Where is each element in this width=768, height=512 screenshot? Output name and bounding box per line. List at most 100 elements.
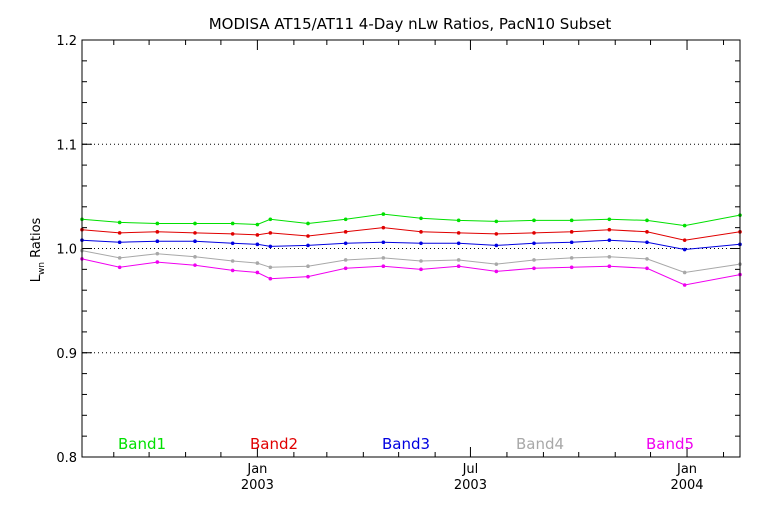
data-point: [306, 264, 310, 269]
y-axis-label-rest: Ratios: [29, 217, 44, 262]
data-point: [381, 240, 386, 245]
y-axis-label-sub: wn: [37, 262, 47, 275]
data-point: [569, 240, 574, 245]
y-tick-label: 1.1: [56, 138, 77, 153]
data-point: [645, 240, 649, 245]
data-point: [645, 266, 649, 271]
data-point: [155, 251, 160, 256]
data-point: [456, 231, 461, 235]
data-point: [569, 230, 574, 234]
data-point: [230, 259, 235, 263]
legend-item-band3: Band3: [382, 435, 430, 453]
data-point: [607, 264, 612, 269]
legend-item-band5: Band5: [646, 435, 694, 453]
x-tick-label-month: Jul: [462, 462, 479, 477]
data-point: [569, 265, 574, 270]
x-tick-label-year: 2004: [670, 478, 703, 493]
data-point: [456, 241, 461, 246]
data-point: [306, 243, 310, 248]
data-point: [682, 238, 687, 242]
data-point: [343, 230, 348, 234]
plot-area: 0.80.91.01.11.2Jan2003Jul2003Jan2004Band…: [56, 34, 742, 493]
data-point: [155, 260, 160, 264]
chart-title: MODISA AT15/AT11 4-Day nLw Ratios, PacN1…: [209, 15, 612, 33]
data-point: [682, 270, 687, 275]
data-point: [193, 263, 197, 267]
data-point: [645, 218, 649, 223]
data-point: [419, 267, 423, 272]
data-point: [532, 218, 536, 223]
data-point: [268, 276, 273, 281]
data-point: [155, 239, 160, 244]
data-point: [532, 241, 536, 246]
data-point: [268, 231, 273, 235]
data-point: [532, 266, 536, 271]
data-point: [268, 265, 273, 270]
data-point: [645, 257, 649, 261]
data-point: [682, 283, 687, 287]
x-tick-label-year: 2003: [241, 478, 274, 493]
data-point: [532, 258, 536, 262]
data-point: [381, 256, 386, 260]
data-point: [255, 242, 260, 247]
data-point: [155, 221, 160, 226]
y-tick-label: 0.9: [56, 347, 77, 362]
data-point: [607, 238, 612, 242]
data-point: [569, 256, 574, 260]
data-point: [419, 241, 423, 246]
data-point: [569, 218, 574, 223]
data-point: [607, 217, 612, 222]
y-axis-label: Lwn Ratios: [29, 217, 47, 282]
data-point: [494, 262, 499, 266]
data-point: [117, 240, 122, 245]
data-point: [682, 223, 687, 228]
data-point: [494, 269, 499, 274]
data-point: [306, 274, 310, 279]
data-point: [456, 218, 461, 223]
plot-frame: [81, 39, 741, 458]
legend-item-band1: Band1: [118, 435, 166, 453]
data-point: [343, 258, 348, 262]
data-point: [255, 233, 260, 237]
legend-item-band2: Band2: [250, 435, 298, 453]
data-point: [381, 264, 386, 269]
data-point: [193, 221, 197, 226]
x-tick-label-month: Jan: [246, 462, 267, 477]
data-point: [117, 256, 122, 260]
data-point: [645, 230, 649, 234]
x-tick-label-month: Jan: [676, 462, 697, 477]
y-tick-label: 1.0: [56, 243, 77, 258]
data-point: [419, 259, 423, 263]
data-point: [255, 270, 260, 275]
data-point: [230, 268, 235, 273]
data-point: [456, 264, 461, 269]
y-tick-label: 0.8: [56, 451, 77, 466]
data-point: [155, 230, 160, 234]
data-point: [306, 234, 310, 238]
data-point: [381, 212, 386, 216]
data-point: [193, 255, 197, 259]
data-point: [532, 231, 536, 235]
data-point: [268, 217, 273, 222]
data-point: [268, 244, 273, 249]
data-point: [607, 255, 612, 259]
data-point: [419, 216, 423, 221]
y-axis-label-main: L: [29, 274, 44, 282]
data-point: [193, 239, 197, 244]
data-point: [117, 231, 122, 235]
data-point: [193, 231, 197, 235]
data-point: [117, 265, 122, 270]
data-point: [494, 219, 499, 224]
legend-item-band4: Band4: [516, 435, 564, 453]
data-point: [494, 243, 499, 248]
data-point: [494, 232, 499, 236]
data-point: [230, 221, 235, 226]
x-tick-label-year: 2003: [454, 478, 487, 493]
data-point: [381, 225, 386, 230]
data-point: [682, 247, 687, 252]
data-point: [306, 221, 310, 226]
data-point: [343, 266, 348, 271]
data-point: [343, 217, 348, 222]
